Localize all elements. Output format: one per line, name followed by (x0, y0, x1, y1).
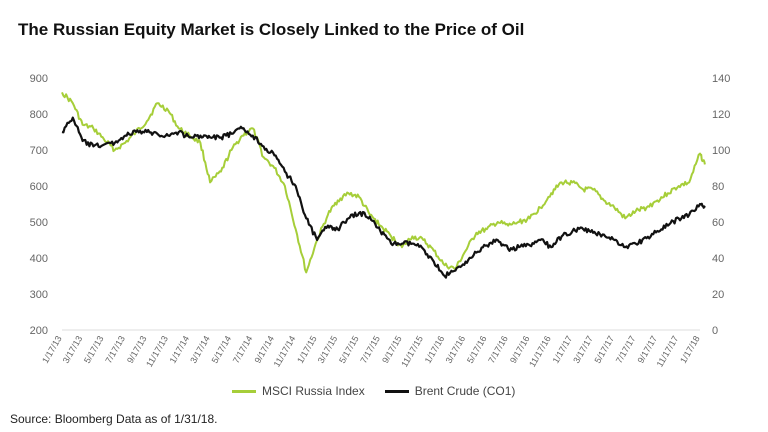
y-right-tick-label: 120 (712, 109, 730, 121)
x-tick-label: 7/17/17 (614, 334, 638, 365)
y-left-tick-label: 700 (30, 145, 48, 157)
x-tick-label: 7/17/14 (231, 334, 255, 365)
legend-label-brent: Brent Crude (CO1) (414, 384, 516, 398)
y-left-tick-label: 500 (30, 217, 48, 229)
y-left-tick-label: 600 (30, 181, 48, 193)
y-left-tick-label: 300 (30, 289, 48, 301)
chart-svg: 200 300 400 500 600 700 800 900 0 20 40 60 80 100 120 1… (30, 73, 731, 369)
series-line-msci-russia (61, 92, 706, 274)
y-left-tick-label: 900 (30, 73, 48, 85)
y-left-tick-label: 800 (30, 109, 48, 121)
y-right-tick-label: 60 (712, 217, 724, 229)
legend-swatch-brent (384, 389, 409, 393)
x-tick-label: 7/17/15 (358, 334, 382, 365)
x-tick-label: 7/17/13 (103, 334, 127, 365)
legend: MSCI Russia Index Brent Crude (CO1) (232, 384, 515, 398)
y-right-tick-label: 0 (712, 325, 718, 337)
x-tick-label: 1/17/18 (678, 334, 702, 365)
y-left-tick-label: 400 (30, 253, 48, 265)
y-right-tick-label: 80 (712, 181, 724, 193)
legend-item-msci: MSCI Russia Index (232, 384, 365, 398)
legend-item-brent: Brent Crude (CO1) (384, 384, 516, 398)
y-right-tick-label: 100 (712, 145, 730, 157)
source-note: Source: Bloomberg Data as of 1/31/18. (10, 412, 218, 426)
series-line-brent-crude (61, 116, 706, 279)
y-left-tick-label: 200 (30, 325, 48, 337)
legend-label-msci: MSCI Russia Index (262, 384, 365, 398)
legend-swatch-msci (232, 389, 256, 393)
y-right-tick-label: 20 (712, 289, 724, 301)
y-right-tick-label: 140 (712, 73, 730, 85)
y-right-tick-label: 40 (712, 253, 724, 265)
x-tick-label: 7/17/16 (486, 334, 510, 365)
chart-title: The Russian Equity Market is Closely Lin… (18, 20, 525, 39)
